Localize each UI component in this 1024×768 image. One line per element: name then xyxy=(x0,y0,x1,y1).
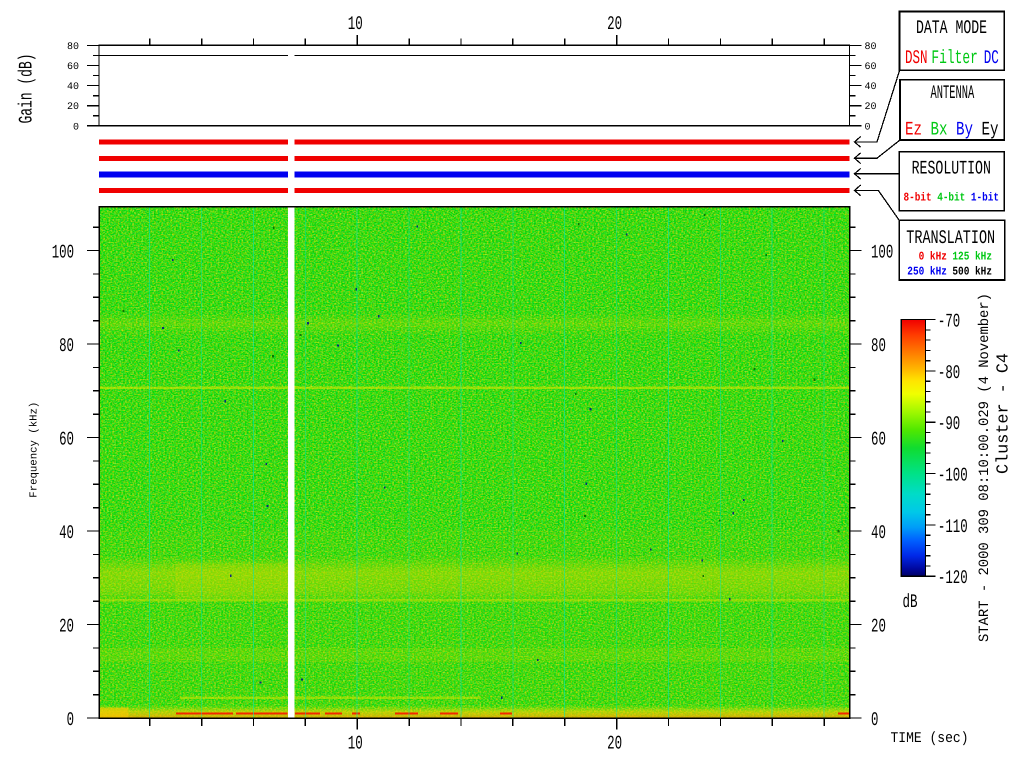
svg-text:0: 0 xyxy=(73,122,79,133)
svg-text:Frequency (kHz): Frequency (kHz) xyxy=(28,402,40,498)
svg-text:-100: -100 xyxy=(938,465,968,487)
svg-text:80: 80 xyxy=(871,335,886,357)
svg-text:4-bit: 4-bit xyxy=(937,191,965,205)
svg-text:0 kHz: 0 kHz xyxy=(919,249,947,263)
svg-text:-80: -80 xyxy=(938,362,960,384)
svg-text:250 kHz: 250 kHz xyxy=(907,265,947,279)
svg-text:10: 10 xyxy=(348,733,363,755)
svg-text:RESOLUTION: RESOLUTION xyxy=(912,158,991,180)
svg-text:20: 20 xyxy=(871,616,886,638)
svg-text:-90: -90 xyxy=(938,414,960,436)
svg-text:TRANSLATION: TRANSLATION xyxy=(906,228,995,250)
svg-text:80: 80 xyxy=(865,42,877,53)
svg-text:60: 60 xyxy=(865,62,877,73)
svg-text:20: 20 xyxy=(67,102,79,113)
svg-text:DC: DC xyxy=(984,47,999,69)
svg-text:Bx: Bx xyxy=(931,119,948,141)
svg-text:Filter: Filter xyxy=(931,47,978,69)
svg-text:-110: -110 xyxy=(938,516,968,538)
svg-text:100: 100 xyxy=(871,242,893,264)
svg-text:0: 0 xyxy=(871,709,878,731)
svg-text:DATA MODE: DATA MODE xyxy=(916,17,987,39)
svg-text:20: 20 xyxy=(607,733,622,755)
svg-text:80: 80 xyxy=(67,42,79,53)
svg-text:80: 80 xyxy=(59,335,74,357)
svg-text:By: By xyxy=(956,119,974,141)
svg-text:1-bit: 1-bit xyxy=(971,191,999,205)
svg-text:10: 10 xyxy=(348,13,363,35)
svg-text:20: 20 xyxy=(607,13,622,35)
svg-text:Gain (dB): Gain (dB) xyxy=(16,54,38,124)
svg-text:40: 40 xyxy=(59,522,74,544)
svg-text:500 kHz: 500 kHz xyxy=(952,265,992,279)
svg-text:-120: -120 xyxy=(938,568,968,590)
svg-text:125 kHz: 125 kHz xyxy=(952,249,992,263)
svg-text:40: 40 xyxy=(865,82,877,93)
svg-text:DSN: DSN xyxy=(905,47,928,69)
svg-text:8-bit: 8-bit xyxy=(904,191,932,205)
svg-text:START - 2000 309 08:10:00.029: START - 2000 309 08:10:00.029 (4 Novembe… xyxy=(977,293,993,642)
svg-text:60: 60 xyxy=(67,62,79,73)
svg-text:40: 40 xyxy=(871,522,886,544)
svg-text:0: 0 xyxy=(865,122,871,133)
svg-text:40: 40 xyxy=(67,82,79,93)
svg-text:dB: dB xyxy=(903,591,918,613)
svg-text:ANTENNA: ANTENNA xyxy=(931,83,975,105)
svg-text:20: 20 xyxy=(59,616,74,638)
svg-text:20: 20 xyxy=(865,102,877,113)
svg-text:60: 60 xyxy=(59,429,74,451)
svg-text:Cluster - C4: Cluster - C4 xyxy=(995,353,1014,474)
svg-text:-70: -70 xyxy=(938,311,960,333)
svg-text:100: 100 xyxy=(52,242,74,264)
svg-text:0: 0 xyxy=(67,709,74,731)
svg-text:TIME (sec): TIME (sec) xyxy=(891,730,969,747)
svg-text:Ez: Ez xyxy=(905,119,922,141)
svg-text:60: 60 xyxy=(871,429,886,451)
svg-text:Ey: Ey xyxy=(982,119,1000,141)
